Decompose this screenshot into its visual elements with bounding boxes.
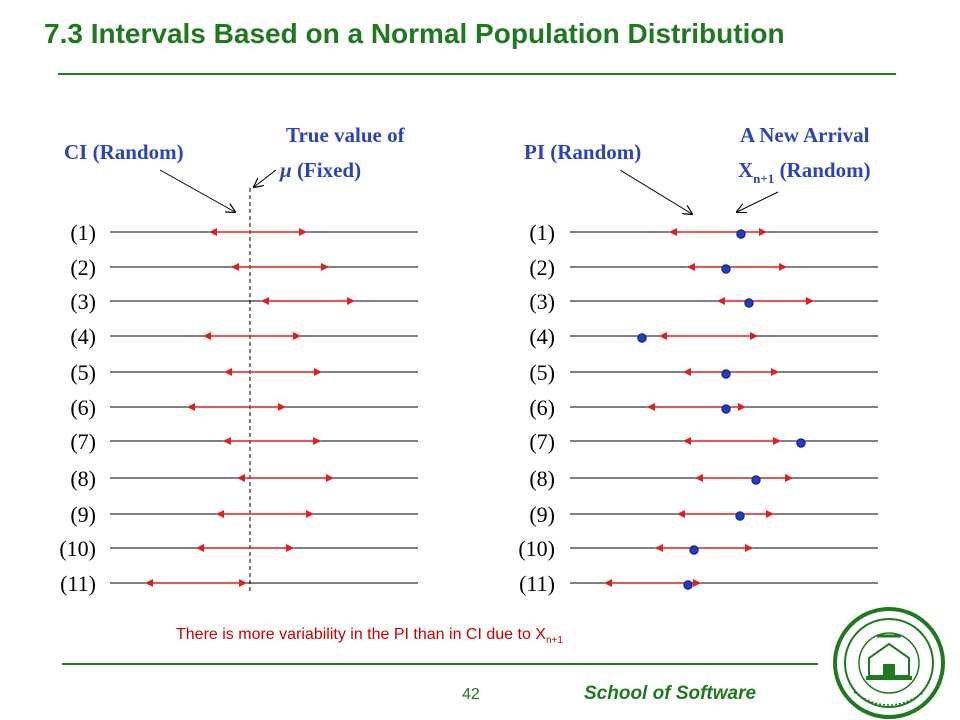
true-value-label-line1: True value of [286,123,406,147]
pi-row-label: (5) [529,360,555,385]
pi-row-label: (2) [529,255,555,280]
note-subscript: n+1 [545,635,563,647]
ci-pointer-arrow [159,169,235,212]
ci-row-label: (1) [70,220,96,245]
ci-row-label: (10) [59,536,96,561]
pi-row-label: (9) [529,502,555,527]
pi-row-label: (8) [529,466,555,491]
new-arrival-point [744,298,754,308]
true-value-label-line2: μ (Fixed) [279,158,361,182]
ci-row-label: (7) [70,429,96,454]
new-arrival-point [735,511,745,521]
new-arrival-point [721,264,731,274]
university-seal-logo [833,607,945,719]
ci-row-label: (11) [60,571,96,596]
ci-row-label: (8) [70,466,96,491]
ci-row-label: (3) [70,289,96,314]
pi-row-label: (10) [518,536,555,561]
pi-rows: (1) (2) (3) (4) (5) (6) (7) (8) (9) (10) (11) [518,220,878,596]
ci-rows: (1) (2) (3) (4) (5) (6) (7) (8) (9) (10) (11) [59,220,418,596]
pi-row-label: (6) [529,395,555,420]
new-arrival-point [637,333,647,343]
pi-row-label: (11) [519,571,555,596]
ci-row-label: (9) [70,502,96,527]
ci-row-label: (4) [70,324,96,349]
title-underline [58,73,896,75]
pi-row-label: (1) [529,220,555,245]
x-symbol: X [738,158,753,182]
pi-row-label: (7) [529,429,555,454]
new-arrival-point [751,475,761,485]
variability-note: There is more variability in the PI than… [176,626,563,646]
x-subscript: n+1 [753,171,774,186]
page-title: 7.3 Intervals Based on a Normal Populati… [44,18,785,49]
fixed-label: (Fixed) [292,158,361,182]
true-value-pointer-arrow [254,169,277,187]
ci-row-label: (2) [70,255,96,280]
new-arrival-label-line2: Xn+1 (Random) [738,158,871,186]
page-number: 42 [462,686,480,703]
new-arrival-point [736,229,746,239]
note-text: There is more variability in the PI than… [176,626,546,643]
arrival-pointer-arrow [737,191,779,212]
new-arrival-point [796,438,806,448]
pi-row-label: (4) [529,324,555,349]
ci-row-label: (5) [70,360,96,385]
new-arrival-point [689,545,699,555]
pi-label: PI (Random) [524,140,641,164]
new-arrival-label-line1: A New Arrival [740,123,870,147]
new-arrival-point [683,580,693,590]
ci-label: CI (Random) [64,140,184,164]
new-arrival-point [721,369,731,379]
school-name: School of Software [584,683,757,704]
new-arrival-point [721,404,731,414]
footer-rule [62,663,818,665]
pi-row-label: (3) [529,289,555,314]
ci-row-label: (6) [70,395,96,420]
random-label: (Random) [774,158,870,182]
mu-symbol: μ [279,158,292,182]
pi-pointer-arrow [619,169,692,214]
